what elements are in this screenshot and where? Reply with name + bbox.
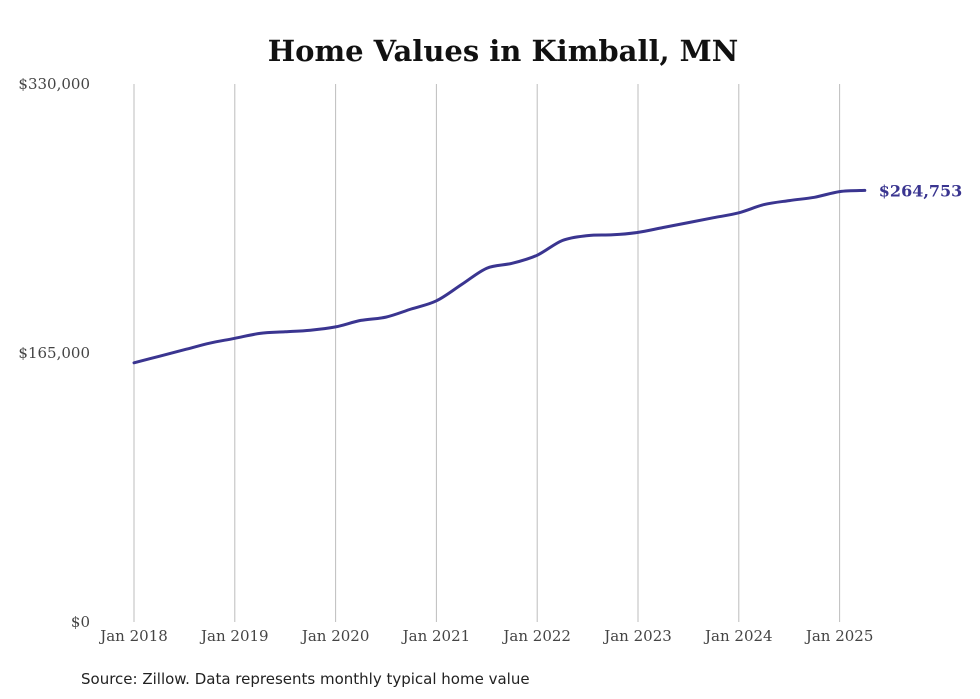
y-tick-label: $0 xyxy=(71,613,90,631)
x-tick-label: Jan 2025 xyxy=(804,627,874,645)
y-tick-label: $330,000 xyxy=(18,75,90,93)
source-note: Source: Zillow. Data represents monthly … xyxy=(81,670,530,688)
y-tick-label: $165,000 xyxy=(18,344,90,362)
x-tick-label: Jan 2024 xyxy=(703,627,773,645)
x-tick-label: Jan 2023 xyxy=(602,627,672,645)
x-tick-label: Jan 2021 xyxy=(401,627,471,645)
y-axis-ticks: $0 $165,000 $330,000 xyxy=(18,75,90,631)
end-value-label: $264,753 xyxy=(879,181,963,200)
x-tick-label: Jan 2022 xyxy=(501,627,571,645)
x-tick-label: Jan 2018 xyxy=(98,627,168,645)
grid-lines xyxy=(133,84,841,622)
x-tick-label: Jan 2020 xyxy=(300,627,370,645)
x-tick-label: Jan 2019 xyxy=(199,627,269,645)
x-axis-ticks: Jan 2018 Jan 2019 Jan 2020 Jan 2021 Jan 2022… xyxy=(98,627,873,645)
chart-title: Home Values in Kimball, MN xyxy=(268,34,739,68)
series-line-home-value xyxy=(132,188,867,365)
